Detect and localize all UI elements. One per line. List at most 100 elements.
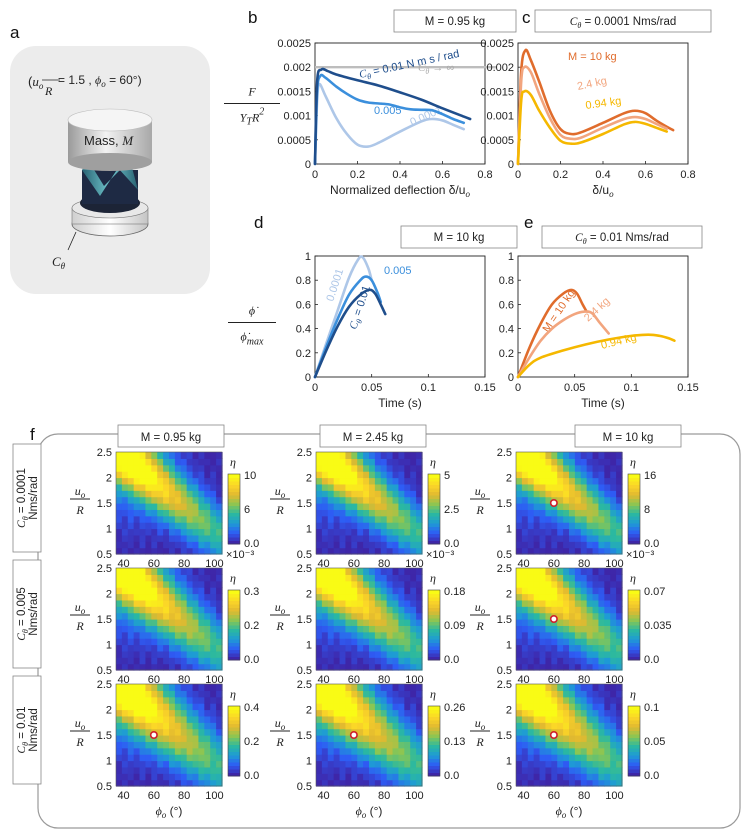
heatmap-cell: [374, 568, 382, 575]
heatmap-cell: [198, 534, 205, 542]
heatmap-cell: [416, 522, 423, 530]
heatmap-cell: [574, 779, 582, 787]
heatmap-cell: [539, 547, 547, 555]
y-tick-label: 1.5: [97, 614, 112, 626]
heatmap-cell: [598, 458, 605, 466]
heatmap-cell: [521, 657, 529, 665]
heatmap-cell: [357, 715, 364, 723]
heatmap-cell: [333, 650, 341, 658]
heatmap-cell: [369, 568, 376, 575]
colorbar-segment: [628, 706, 640, 710]
heatmap-cell: [345, 709, 352, 717]
heatmap-cell: [551, 528, 558, 536]
heatmap-cell: [174, 644, 182, 652]
heatmap-cell: [374, 574, 382, 582]
heatmap-cell: [404, 690, 411, 698]
heatmap-cell: [533, 715, 541, 723]
heatmap-cell: [151, 580, 158, 588]
heatmap-cell: [527, 684, 535, 691]
heatmap-cell: [545, 728, 552, 736]
heatmap-cell: [186, 747, 194, 755]
heatmap-cell: [210, 728, 217, 736]
heatmap-cell: [557, 477, 564, 485]
heatmap-cell: [580, 779, 588, 787]
heatmap-cell: [516, 574, 523, 582]
heatmap-cell: [404, 580, 411, 588]
heatmap-cell: [557, 754, 564, 762]
heatmap-cell: [380, 515, 388, 523]
heatmap-cell: [139, 587, 147, 595]
heatmap-cell: [598, 696, 605, 704]
heatmap-cell: [192, 496, 200, 504]
heatmap-cell: [580, 631, 588, 639]
heatmap-cell: [169, 522, 176, 530]
heatmap-cell: [192, 754, 200, 762]
heatmap-cell: [127, 587, 135, 595]
heatmap-cell: [598, 766, 605, 774]
heatmap-cell: [139, 483, 147, 491]
heatmap-cell: [198, 599, 205, 607]
heatmap-cell: [169, 587, 176, 595]
heatmap-cell: [374, 580, 382, 588]
colorbar-segment: [428, 730, 440, 735]
heatmap-cell: [157, 766, 164, 774]
heatmap-cell: [198, 715, 205, 723]
heatmap-cell: [133, 715, 141, 723]
heatmap-cell: [527, 779, 535, 787]
heatmap-cell: [521, 735, 529, 742]
heatmap-cell: [516, 483, 523, 491]
heatmap-cell: [386, 606, 394, 614]
colorbar-title: η: [430, 687, 436, 701]
heatmap-cell: [363, 779, 370, 787]
colorbar-tick-label: 8: [644, 504, 650, 516]
heatmap-cell: [357, 766, 364, 774]
colorbar-segment: [228, 765, 240, 770]
heatmap-cell: [121, 593, 129, 601]
y-tick-label: 1.5: [97, 498, 112, 510]
heatmap-cell: [169, 773, 176, 781]
heatmap-cell: [521, 471, 529, 479]
heatmap-cell: [586, 766, 594, 774]
heatmap-cell: [174, 547, 182, 555]
heatmap-cell: [616, 490, 623, 498]
heatmap-cell: [404, 619, 411, 626]
heatmap-cell: [133, 541, 141, 549]
heatmap-cell: [339, 574, 347, 582]
colorbar-segment: [428, 709, 440, 714]
heatmap-cell: [586, 483, 594, 491]
heatmap-cell: [369, 625, 376, 633]
heatmap-cell: [186, 522, 194, 530]
heatmap-cell: [186, 644, 194, 652]
x-tick-label: 40: [517, 558, 529, 570]
heatmap-cell: [410, 612, 417, 620]
heatmap-cell: [545, 490, 552, 498]
heatmap-cell: [169, 490, 176, 498]
heatmap-cell: [357, 574, 364, 582]
colorbar-segment: [628, 727, 640, 731]
heatmap-cell: [327, 522, 335, 530]
heatmap-cell: [569, 663, 576, 671]
heatmap-cell: [545, 722, 552, 730]
heatmap-cell: [369, 638, 376, 646]
heatmap-cell: [327, 754, 335, 762]
heatmap-cell: [174, 619, 182, 626]
heatmap-cell: [133, 509, 141, 517]
heatmap-cell: [163, 452, 170, 459]
heatmap-cell: [339, 747, 347, 755]
heatmap-cell: [398, 612, 405, 620]
heatmap-cell: [598, 471, 605, 479]
colorbar-tick-label: 0.3: [244, 586, 259, 598]
heatmap-cell: [139, 773, 147, 781]
heatmap-cell: [598, 619, 605, 626]
heatmap-cell: [392, 490, 400, 498]
y-tick-label: 0.6: [296, 299, 311, 311]
heatmap-cell: [604, 709, 611, 717]
heatmap-cell: [598, 663, 605, 671]
heatmap-cell: [539, 541, 547, 549]
heatmap-cell: [592, 522, 600, 530]
heatmap-cell: [180, 471, 188, 479]
heatmap-cell: [210, 471, 217, 479]
heatmap-cell: [604, 496, 611, 504]
heatmap-cell: [321, 606, 329, 614]
heatmap-cell: [392, 599, 400, 607]
